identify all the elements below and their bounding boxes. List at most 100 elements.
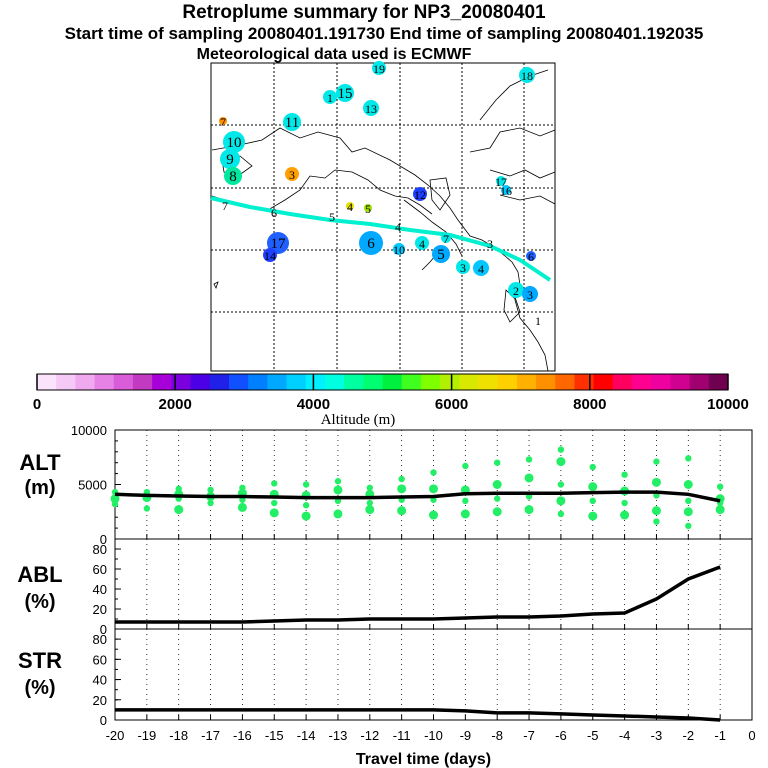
y-tick-label: 40 [93,673,107,688]
plume-marker-day-label: 6 [271,206,277,220]
y-tick-label: 0 [100,622,107,637]
altitude-cluster-dot [621,499,628,507]
plume-marker-day-label: 10 [227,135,242,151]
plume-marker-day-label: 3 [527,288,533,302]
altitude-cluster-dot [333,509,343,519]
altitude-cluster-dot [524,505,534,515]
plume-marker [285,167,299,181]
plume-marker [263,248,277,262]
plume-marker-day-label: 1 [327,91,333,105]
altitude-cluster-dot [557,446,565,453]
plume-marker [219,117,227,125]
colorbar-swatch [516,374,537,390]
altitude-cluster-dot [620,510,630,520]
colorbar-swatch [171,374,192,390]
x-tick-label: -17 [201,728,220,743]
altitude-cluster-dot [462,462,469,470]
altitude-cluster-dot [207,499,214,507]
plume-marker [496,176,506,186]
plume-centroid-path [210,196,552,282]
altitude-cluster-dot [557,510,565,518]
colorbar-swatch [132,374,153,390]
plume-marker-day-label: 13 [365,102,377,116]
altitude-cluster-dot [557,481,565,488]
x-tick-label: -18 [169,728,188,743]
plume-marker [501,185,511,195]
colorbar-tick-label: 8000 [573,396,606,413]
x-tick-label: -13 [329,728,348,743]
plume-marker-day-label: 5 [329,210,335,224]
sampling-times: Start time of sampling 20080401.191730 E… [64,24,704,43]
map-frame [210,62,556,372]
altitude-cluster-dot [302,502,310,509]
altitude-cluster-dot [653,518,660,525]
altitude-cluster-dot [269,508,279,518]
x-tick-label: -4 [619,728,631,743]
x-tick-label: -1 [714,728,726,743]
colorbar-swatch [305,374,326,390]
colorbar-swatch [152,374,172,390]
plume-marker [522,286,538,302]
plume-marker [220,149,240,169]
colorbar-swatch [420,374,441,390]
colorbar-swatch [612,374,633,390]
x-tick-label: -2 [683,728,695,743]
altitude-cluster-dot [334,478,342,485]
x-axis-label: Travel time (days) [356,751,491,768]
chart-panel-2: 80 60 40 20 0 ABL (%) [17,538,753,637]
altitude-cluster-dot [365,505,375,515]
plume-marker [393,243,405,255]
colorbar-tick-label: 10000 [707,396,749,413]
y-tick-label: 20 [93,602,107,617]
plume-marker-day-label: 7 [443,232,449,246]
y-tick-label: 60 [93,562,107,577]
plume-marker [346,202,354,210]
x-tick-label: -16 [233,728,252,743]
plume-marker-day-label: 3 [289,168,295,182]
plume-marker-day-label: 5 [437,247,445,263]
colorbar-swatch [536,374,556,390]
altitude-cluster-dot [110,494,120,504]
plume-marker-day-label: 4 [395,220,401,234]
altitude-cluster-dot [366,499,373,507]
colorbar-swatch [363,374,383,390]
x-tick-label: -6 [555,728,567,743]
colorbar-tick-label: 4000 [297,396,330,413]
plume-marker-day-label: 14 [264,249,276,263]
altitude-cluster-dot [651,506,661,516]
plume-marker-day-label: 6 [367,236,375,252]
altitude-cluster-dot [621,471,628,478]
plume-marker-day-label: 19 [373,62,385,76]
altitude-cluster-dot [685,522,692,530]
colorbar-swatch [708,374,729,390]
altitude-cluster-dot [271,499,278,507]
time-series-panels: 10000 5000 0 ALT(m) 80 60 40 20 0 ABL (%) 80 60 40 20 0… [17,423,755,768]
colorbar-swatch [689,374,710,390]
colorbar-swatch [632,374,652,390]
colorbar-swatch [75,374,96,390]
altitude-cluster-dot [271,480,278,487]
altitude-cluster-dot [174,505,184,515]
altitude-cluster-dot [588,511,598,521]
plume-marker [415,236,429,250]
plume-marker-day-label: 8 [229,169,237,185]
colorbar-swatch [190,374,211,390]
colorbar-swatch [497,374,518,390]
plume-marker-day-label: 9 [226,152,234,168]
altitude-cluster-dot [525,456,533,463]
altitude-cluster-dot [237,502,247,512]
altitude-cluster-dot [715,505,725,515]
plume-marker [413,187,427,201]
series-line [115,708,721,722]
altitude-cluster-dot [207,486,214,494]
altitude-cluster-dot [429,510,438,520]
chart-panel-1: 10000 5000 0 ALT(m) [19,423,753,547]
altitude-cluster-dot [589,463,596,471]
x-tick-label: -19 [137,728,156,743]
x-tick-label: -12 [360,728,379,743]
colorbar-swatch [382,374,403,390]
